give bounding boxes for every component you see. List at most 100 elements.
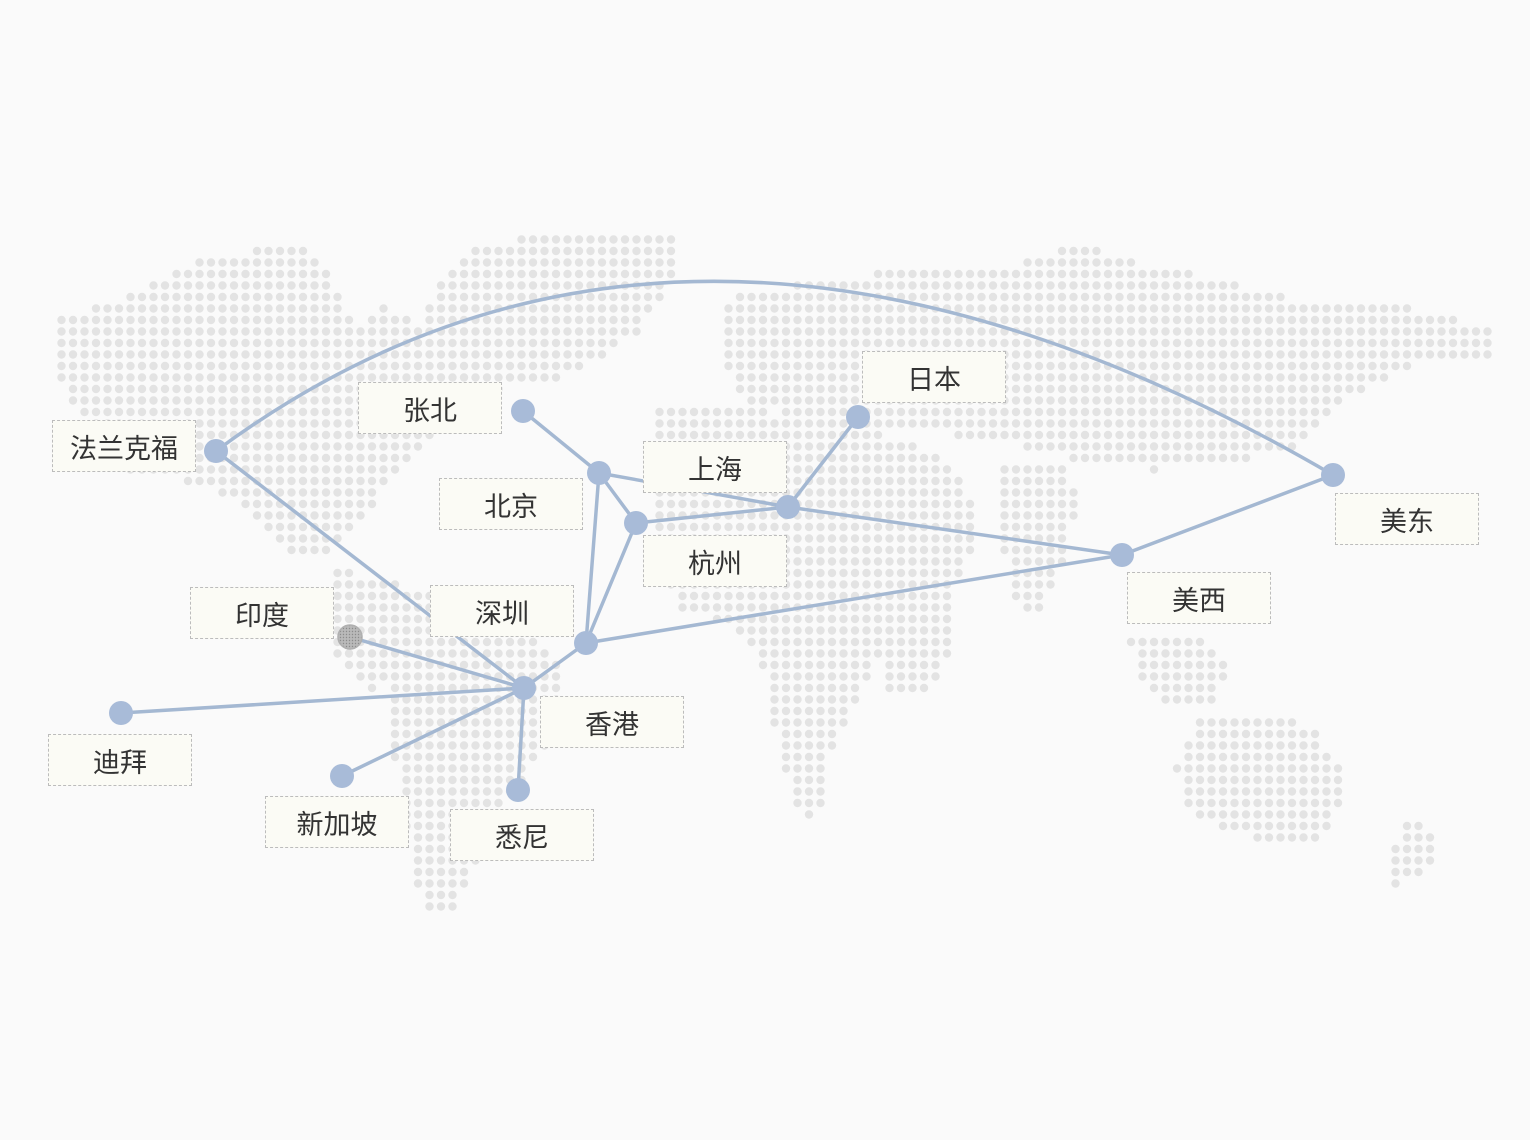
map-dot [1103, 281, 1113, 290]
node-us_east[interactable] [1321, 463, 1345, 487]
node-shanghai[interactable] [776, 495, 800, 519]
map-dot [1299, 361, 1308, 371]
node-india[interactable] [337, 624, 363, 650]
map-dot [873, 499, 883, 509]
map-dot [298, 476, 308, 486]
map-dot [839, 591, 848, 601]
node-label-us_east[interactable]: 美东 [1335, 493, 1479, 545]
map-dot [1161, 407, 1170, 417]
map-dot [344, 522, 354, 532]
node-label-india[interactable]: 印度 [190, 587, 334, 639]
map-dot [850, 545, 860, 555]
map-dot [896, 637, 906, 647]
node-singapore[interactable] [330, 764, 354, 788]
map-dot [1023, 350, 1032, 359]
node-label-hangzhou[interactable]: 杭州 [643, 535, 787, 587]
map-dot [862, 430, 871, 440]
map-dot [793, 315, 802, 325]
node-hongkong[interactable] [574, 631, 598, 655]
map-dot [287, 442, 296, 451]
node-label-us_west[interactable]: 美西 [1127, 572, 1271, 624]
map-dot [793, 695, 802, 704]
node-hangzhou[interactable] [624, 511, 648, 535]
node-label-shenzhen[interactable]: 深圳 [430, 585, 574, 637]
map-dot [873, 430, 883, 440]
map-dot [1023, 465, 1032, 474]
map-dot [942, 476, 952, 486]
map-dot [793, 465, 802, 474]
map-dot [724, 338, 733, 348]
map-dot [793, 580, 802, 589]
map-dot [597, 292, 607, 302]
map-dot [298, 545, 308, 555]
node-label-shanghai[interactable]: 上海 [643, 441, 787, 493]
map-dot [275, 488, 285, 497]
node-label-japan[interactable]: 日本 [862, 351, 1006, 403]
node-dubai[interactable] [109, 701, 133, 725]
map-dot [1368, 327, 1377, 336]
map-dot [367, 672, 377, 681]
map-dot [459, 269, 469, 279]
node-label-hongkong[interactable]: 香港 [540, 696, 684, 748]
map-dot [1103, 269, 1113, 279]
map-dot [551, 672, 561, 681]
map-dot [344, 419, 354, 428]
node-shenzhen[interactable] [512, 676, 536, 700]
map-dot [1000, 430, 1009, 440]
node-label-frankfurt[interactable]: 法兰克福 [52, 420, 196, 472]
map-dot [655, 419, 664, 428]
node-beijing[interactable] [587, 461, 611, 485]
node-label-sydney[interactable]: 悉尼 [450, 809, 594, 861]
map-dot [781, 304, 791, 313]
node-label-singapore[interactable]: 新加坡 [265, 796, 409, 848]
map-dot [666, 430, 676, 440]
node-frankfurt[interactable] [204, 439, 228, 463]
map-dot [885, 568, 894, 578]
map-dot [229, 258, 239, 267]
map-dot [896, 568, 906, 578]
map-dot [1195, 373, 1205, 382]
map-dot [1092, 246, 1101, 256]
map-dot [896, 660, 906, 670]
map-dot [218, 373, 227, 382]
map-dot [908, 292, 917, 302]
node-japan[interactable] [846, 405, 870, 429]
map-dot [1126, 338, 1136, 348]
map-dot [367, 465, 377, 474]
map-dot [1080, 430, 1090, 440]
node-us_west[interactable] [1110, 543, 1134, 567]
map-dot [862, 453, 871, 463]
map-dot [1092, 281, 1101, 290]
map-dot [1149, 430, 1159, 440]
map-dot [885, 511, 894, 520]
map-dot [494, 246, 503, 256]
node-label-beijing[interactable]: 北京 [439, 478, 583, 530]
map-dot [770, 350, 779, 359]
map-dot [241, 258, 250, 267]
map-dot [793, 361, 802, 371]
map-dot [908, 614, 917, 624]
node-label-dubai[interactable]: 迪拜 [48, 734, 192, 786]
map-dot [1023, 442, 1032, 451]
node-zhangbei[interactable] [511, 399, 535, 423]
node-sydney[interactable] [506, 778, 530, 802]
map-dot [1264, 741, 1274, 750]
map-dot [620, 315, 630, 325]
map-dot [425, 752, 434, 762]
map-dot [1218, 384, 1228, 394]
map-dot [1207, 453, 1216, 463]
map-dot [563, 350, 572, 359]
node-label-zhangbei[interactable]: 张北 [358, 382, 502, 434]
map-dot [241, 315, 250, 325]
map-dot [747, 338, 756, 348]
map-dot [1276, 338, 1285, 348]
map-dot [1322, 752, 1331, 762]
map-dot [816, 534, 825, 543]
map-dot [1287, 327, 1297, 336]
map-dot [287, 465, 296, 474]
map-dot [298, 488, 308, 497]
map-dot [1172, 683, 1182, 693]
link-frankfurt-shenzhen [214, 449, 526, 690]
map-dot [942, 534, 952, 543]
map-dot [793, 637, 802, 647]
